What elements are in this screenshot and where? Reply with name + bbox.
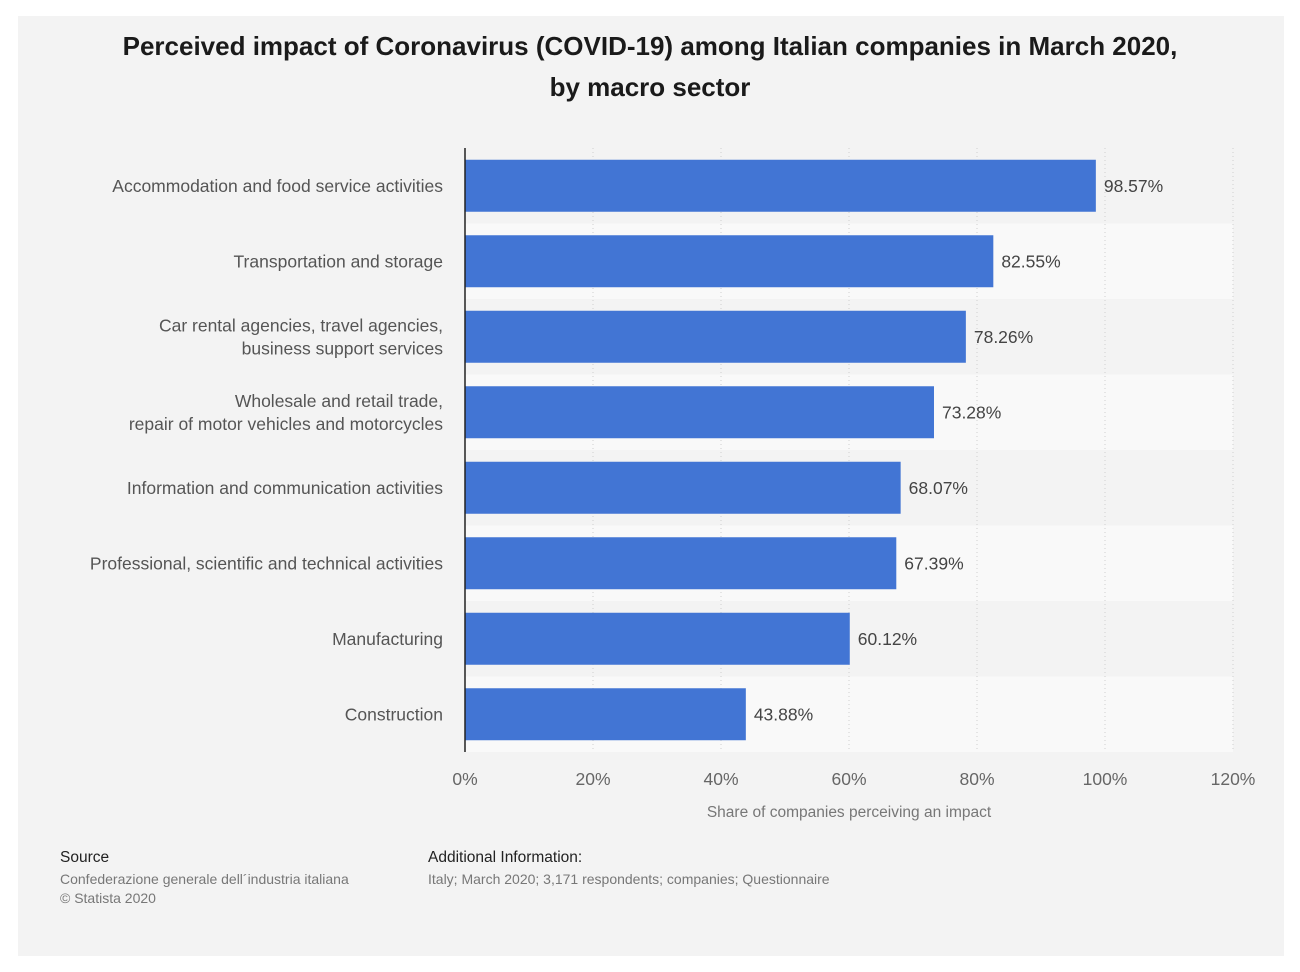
bar-5	[465, 461, 901, 514]
bar-7	[465, 612, 850, 665]
source-line-1: Confederazione generale dell´industria i…	[60, 871, 349, 887]
category-label-4: Wholesale and retail trade, repair of mot…	[129, 391, 443, 434]
x-tick-label: 120%	[1211, 769, 1256, 789]
category-label-line: Car rental agencies, travel agencies,	[159, 315, 443, 335]
category-label-7: Manufacturing	[332, 629, 443, 649]
bar-6	[465, 537, 897, 590]
chart-title: Perceived impact of Coronavirus (COVID-1…	[60, 26, 1240, 108]
value-label-6: 67.39%	[904, 553, 963, 573]
value-label-8: 43.88%	[754, 704, 813, 724]
category-label-line: Transportation and storage	[234, 251, 443, 271]
category-label-line: Manufacturing	[332, 629, 443, 649]
value-label-2: 82.55%	[1001, 251, 1060, 271]
x-tick-label: 20%	[575, 769, 610, 789]
category-label-line: Professional, scientific and technical a…	[90, 553, 443, 573]
category-label-line: business support services	[242, 338, 444, 358]
chart-title-line-2: by macro sector	[549, 72, 751, 102]
bar-1	[465, 159, 1096, 212]
category-label-2: Transportation and storage	[234, 251, 443, 271]
category-label-line: Construction	[345, 704, 443, 724]
x-tick-label: 60%	[831, 769, 866, 789]
bar-2	[465, 235, 994, 288]
category-label-5: Information and communication activities	[127, 478, 443, 498]
x-tick-label: 40%	[703, 769, 738, 789]
x-axis-title: Share of companies perceiving an impact	[707, 804, 992, 821]
category-label-1: Accommodation and food service activitie…	[112, 176, 443, 196]
bar-8	[465, 688, 746, 741]
category-label-6: Professional, scientific and technical a…	[90, 553, 443, 573]
value-label-1: 98.57%	[1104, 176, 1163, 196]
category-label-line: repair of motor vehicles and motorcycles	[129, 414, 443, 434]
additional-info-block: Additional Information: Italy; March 202…	[428, 848, 830, 889]
bar-3	[465, 310, 966, 363]
additional-info-heading: Additional Information:	[428, 849, 583, 866]
additional-info-text: Italy; March 2020; 3,171 respondents; co…	[428, 871, 830, 887]
value-label-3: 78.26%	[974, 327, 1033, 347]
chart-title-line-1: Perceived impact of Coronavirus (COVID-1…	[122, 31, 1178, 61]
value-label-4: 73.28%	[942, 402, 1001, 422]
value-label-7: 60.12%	[858, 629, 917, 649]
x-tick-label: 100%	[1083, 769, 1128, 789]
category-label-line: Wholesale and retail trade,	[235, 391, 443, 411]
category-label-line: Information and communication activities	[127, 478, 443, 498]
bar-4	[465, 386, 934, 439]
source-line-2: © Statista 2020	[60, 890, 156, 906]
category-label-line: Accommodation and food service activitie…	[112, 176, 443, 196]
x-tick-label: 0%	[452, 769, 477, 789]
category-label-8: Construction	[345, 704, 443, 724]
category-label-3: Car rental agencies, travel agencies, bus…	[159, 315, 443, 358]
x-tick-label: 80%	[959, 769, 994, 789]
source-heading: Source	[60, 849, 110, 866]
source-block: Source Confederazione generale dell´indu…	[60, 848, 349, 908]
value-label-5: 68.07%	[909, 478, 968, 498]
